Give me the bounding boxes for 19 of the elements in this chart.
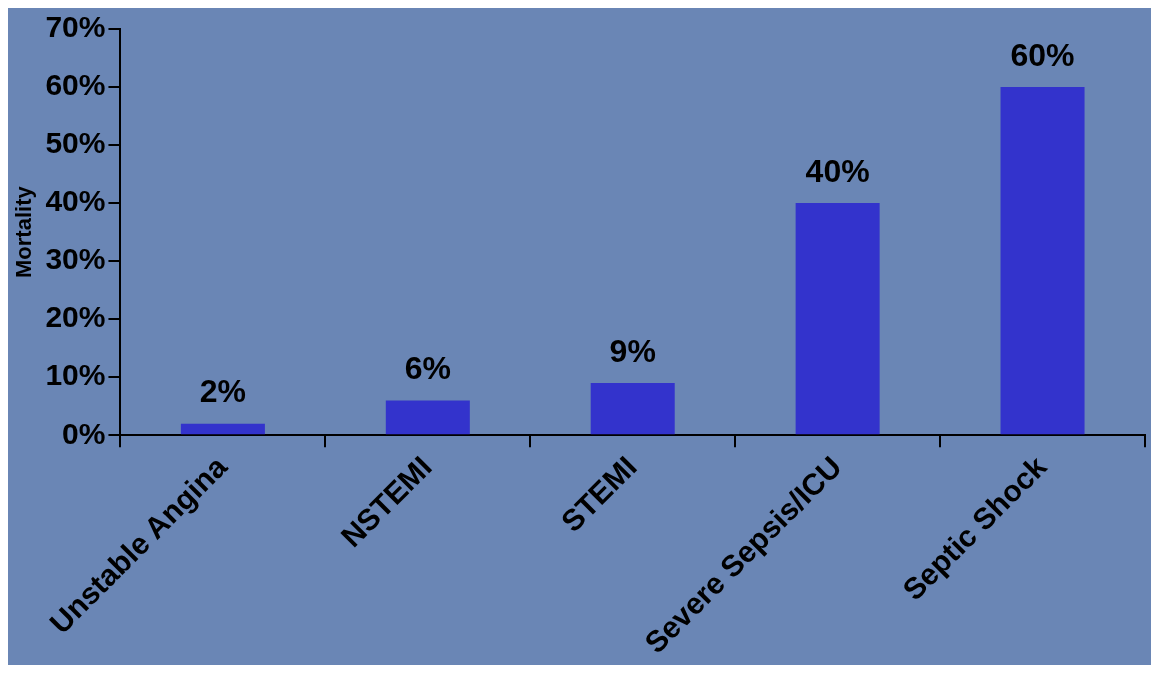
y-tick-label: 60% — [45, 68, 106, 102]
bar — [385, 400, 470, 435]
y-axis-title: Mortality — [11, 185, 37, 278]
bar — [795, 203, 880, 435]
bar — [1000, 87, 1085, 435]
y-tick-label: 40% — [45, 184, 106, 218]
data-label: 2% — [199, 373, 247, 410]
bar — [590, 383, 675, 435]
y-tick-label: 50% — [45, 126, 106, 160]
y-tick-label: 30% — [45, 242, 106, 276]
y-tick-label: 70% — [45, 10, 106, 44]
y-tick-label: 0% — [62, 416, 106, 450]
y-tick-label: 20% — [45, 300, 106, 334]
data-label: 40% — [805, 152, 870, 189]
data-label: 9% — [609, 332, 656, 369]
data-label: 60% — [1010, 36, 1075, 73]
data-label: 6% — [404, 350, 451, 387]
bar — [180, 423, 265, 435]
y-tick-label: 10% — [45, 358, 106, 392]
